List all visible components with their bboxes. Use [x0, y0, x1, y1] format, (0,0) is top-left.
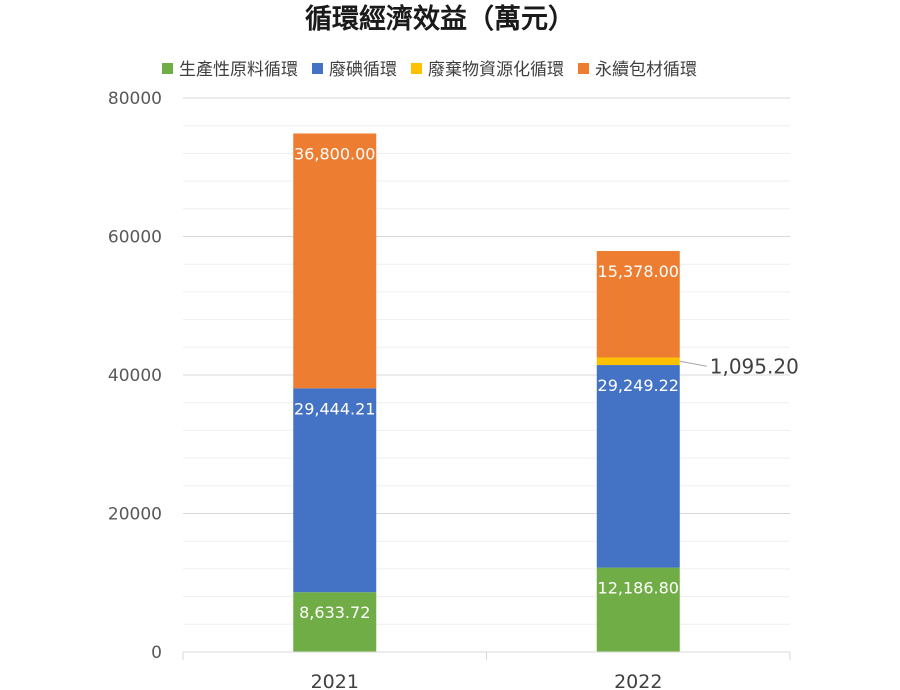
data-label: 29,444.21	[294, 399, 375, 418]
data-label: 8,633.72	[299, 603, 370, 622]
bar-segment	[596, 567, 680, 652]
x-tick-label: 2022	[614, 671, 662, 690]
data-label-callout: 1,095.20	[710, 354, 799, 378]
legend-swatch	[312, 63, 323, 74]
bar-segment	[293, 592, 377, 652]
chart-title: 循環經濟效益（萬元）	[305, 3, 575, 35]
bar-segment	[596, 250, 680, 358]
y-tick-label: 60000	[108, 228, 162, 248]
data-label: 29,249.22	[598, 376, 679, 395]
x-tick-label: 2021	[311, 671, 359, 690]
legend-label: 廢棄物資源化循環	[428, 60, 564, 80]
callout-leader	[679, 360, 707, 367]
data-labels: 8,633.72 29,444.21 36,800.00 12,186.80 29,24…	[294, 144, 799, 622]
legend-label: 生產性原料循環	[179, 60, 298, 80]
y-tick-label: 20000	[108, 505, 162, 525]
data-label: 36,800.00	[294, 144, 375, 163]
gridlines	[183, 97, 790, 625]
bar-segment	[293, 133, 377, 389]
data-label: 12,186.80	[598, 579, 679, 598]
legend-swatch	[578, 63, 589, 74]
data-label: 15,378.00	[598, 262, 679, 281]
legend-swatch	[162, 63, 173, 74]
legend: 生產性原料循環 廢碘循環 廢棄物資源化循環 永續包材循環	[162, 60, 697, 80]
y-tick-label: 80000	[108, 89, 162, 109]
y-axis: 0 20000 40000 60000 80000	[108, 89, 162, 663]
legend-label: 廢碘循環	[329, 60, 397, 80]
y-tick-label: 0	[151, 643, 162, 663]
legend-swatch	[411, 63, 422, 74]
bar-segment	[293, 388, 377, 593]
bar-segment	[596, 365, 680, 568]
legend-label: 永續包材循環	[595, 60, 697, 80]
x-axis: 2021 2022	[182, 651, 791, 690]
bars	[293, 133, 680, 652]
bar-segment	[596, 357, 680, 366]
y-tick-label: 40000	[108, 366, 162, 386]
